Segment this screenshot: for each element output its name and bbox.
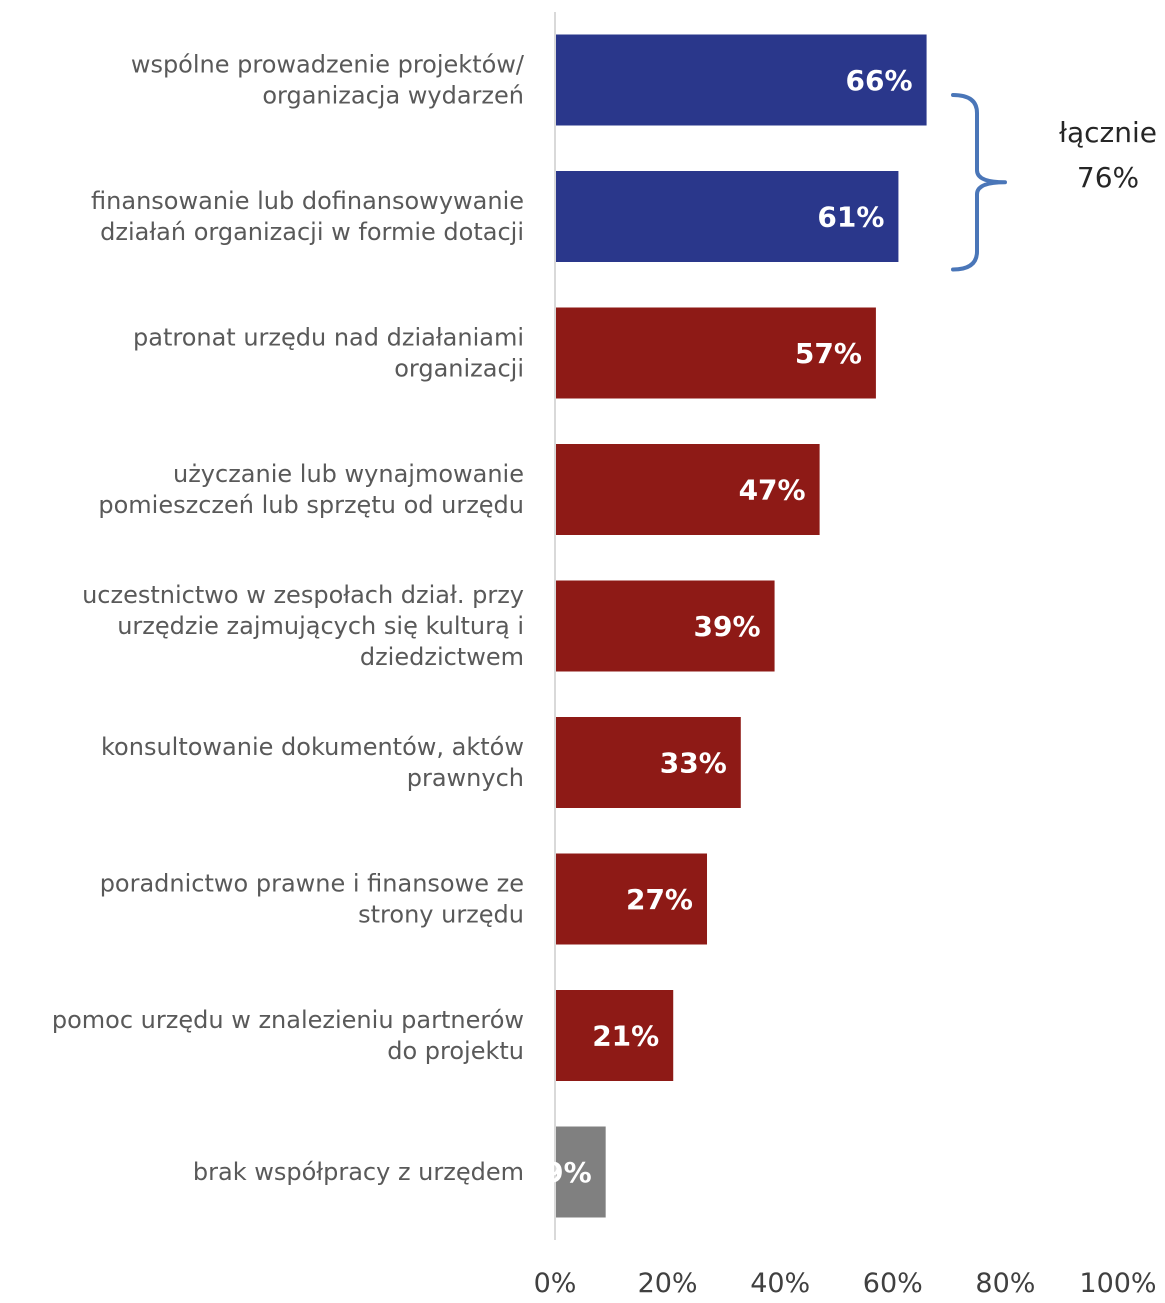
category-label-line: użyczanie lub wynajmowanie xyxy=(173,460,524,488)
annotation-label: łącznie xyxy=(1059,116,1157,149)
x-tick-label-0: 0% xyxy=(534,1268,577,1299)
category-label-7: pomoc urzędu w znalezieniu partnerów do p… xyxy=(52,1006,524,1065)
bar-4 xyxy=(555,580,775,672)
category-label-line: poradnictwo prawne i finansowe ze xyxy=(100,870,524,898)
category-label-line: wspólne prowadzenie projektów/ xyxy=(131,51,525,79)
category-label-4: uczestnictwo w zespołach dział. przy urzę… xyxy=(82,581,524,671)
value-label-0: 66% xyxy=(846,64,913,97)
category-label-2: patronat urzędu nad działaniami organizac… xyxy=(133,324,524,383)
bars-layer xyxy=(555,34,927,1218)
category-label-3: użyczanie lub wynajmowanie pomieszczeń lu… xyxy=(98,460,524,519)
value-label-8: 9% xyxy=(544,1156,592,1189)
value-label-5: 33% xyxy=(660,747,727,780)
bar-0 xyxy=(555,34,927,126)
category-label-line: uczestnictwo w zespołach dział. przy xyxy=(82,581,524,609)
value-label-7: 21% xyxy=(592,1020,659,1053)
category-label-line: konsultowanie dokumentów, aktów xyxy=(101,733,524,761)
curly-bracket xyxy=(951,93,1007,272)
category-label-line: pomieszczeń lub sprzętu od urzędu xyxy=(98,491,524,519)
category-label-line: strony urzędu xyxy=(358,901,524,929)
value-labels: 66% 61% 57% 47% 39% 33% 27% 21% 9% xyxy=(544,64,912,1189)
x-tick-label-100: 100% xyxy=(1079,1268,1156,1299)
category-label-0: wspólne prowadzenie projektów/organizacj… xyxy=(131,51,525,110)
category-label-line: organizacja wydarzeń xyxy=(262,82,524,110)
category-label-line: finansowanie lub dofinansowywanie xyxy=(91,187,524,215)
category-label-line: urzędzie zajmujących się kulturą i xyxy=(117,612,524,640)
category-label-line: patronat urzędu nad działaniami xyxy=(133,324,524,352)
bar-2 xyxy=(555,307,876,399)
value-label-3: 47% xyxy=(739,474,806,507)
category-label-line: dziedzictwem xyxy=(360,643,524,671)
value-label-2: 57% xyxy=(795,337,862,370)
category-label-line: do projektu xyxy=(387,1037,524,1065)
category-label-line: działań organizacji w formie dotacji xyxy=(100,218,524,246)
value-label-1: 61% xyxy=(817,201,884,234)
x-tick-label-80: 80% xyxy=(975,1268,1035,1299)
category-label-8: brak współpracy z urzędem xyxy=(193,1158,524,1186)
category-label-line: brak współpracy z urzędem xyxy=(193,1158,524,1186)
category-labels: wspólne prowadzenie projektów/organizacj… xyxy=(52,51,525,1187)
bar-3 xyxy=(555,444,820,535)
category-label-5: konsultowanie dokumentów, aktów prawnych xyxy=(101,733,524,792)
value-label-4: 39% xyxy=(694,610,761,643)
total-annotation: łącznie 76% xyxy=(951,93,1157,272)
bar-7 xyxy=(555,990,674,1081)
category-label-line: prawnych xyxy=(407,764,524,792)
x-tick-label-60: 60% xyxy=(863,1268,923,1299)
value-label-6: 27% xyxy=(626,883,693,916)
annotation-value: 76% xyxy=(1077,161,1139,194)
x-tick-label-20: 20% xyxy=(638,1268,698,1299)
bar-1 xyxy=(555,171,899,262)
bar-6 xyxy=(555,853,708,945)
category-label-1: finansowanie lub dofinansowywanie działań… xyxy=(91,187,524,246)
x-tick-label-40: 40% xyxy=(750,1268,810,1299)
x-axis-ticks: 0% 20% 40% 60% 80% 100% xyxy=(534,1268,1157,1299)
category-label-line: organizacji xyxy=(394,355,524,383)
category-label-line: pomoc urzędu w znalezieniu partnerów xyxy=(52,1006,524,1034)
bar-5 xyxy=(555,717,741,808)
bar-8 xyxy=(555,1126,606,1218)
category-label-6: poradnictwo prawne i finansowe ze strony … xyxy=(100,870,524,929)
